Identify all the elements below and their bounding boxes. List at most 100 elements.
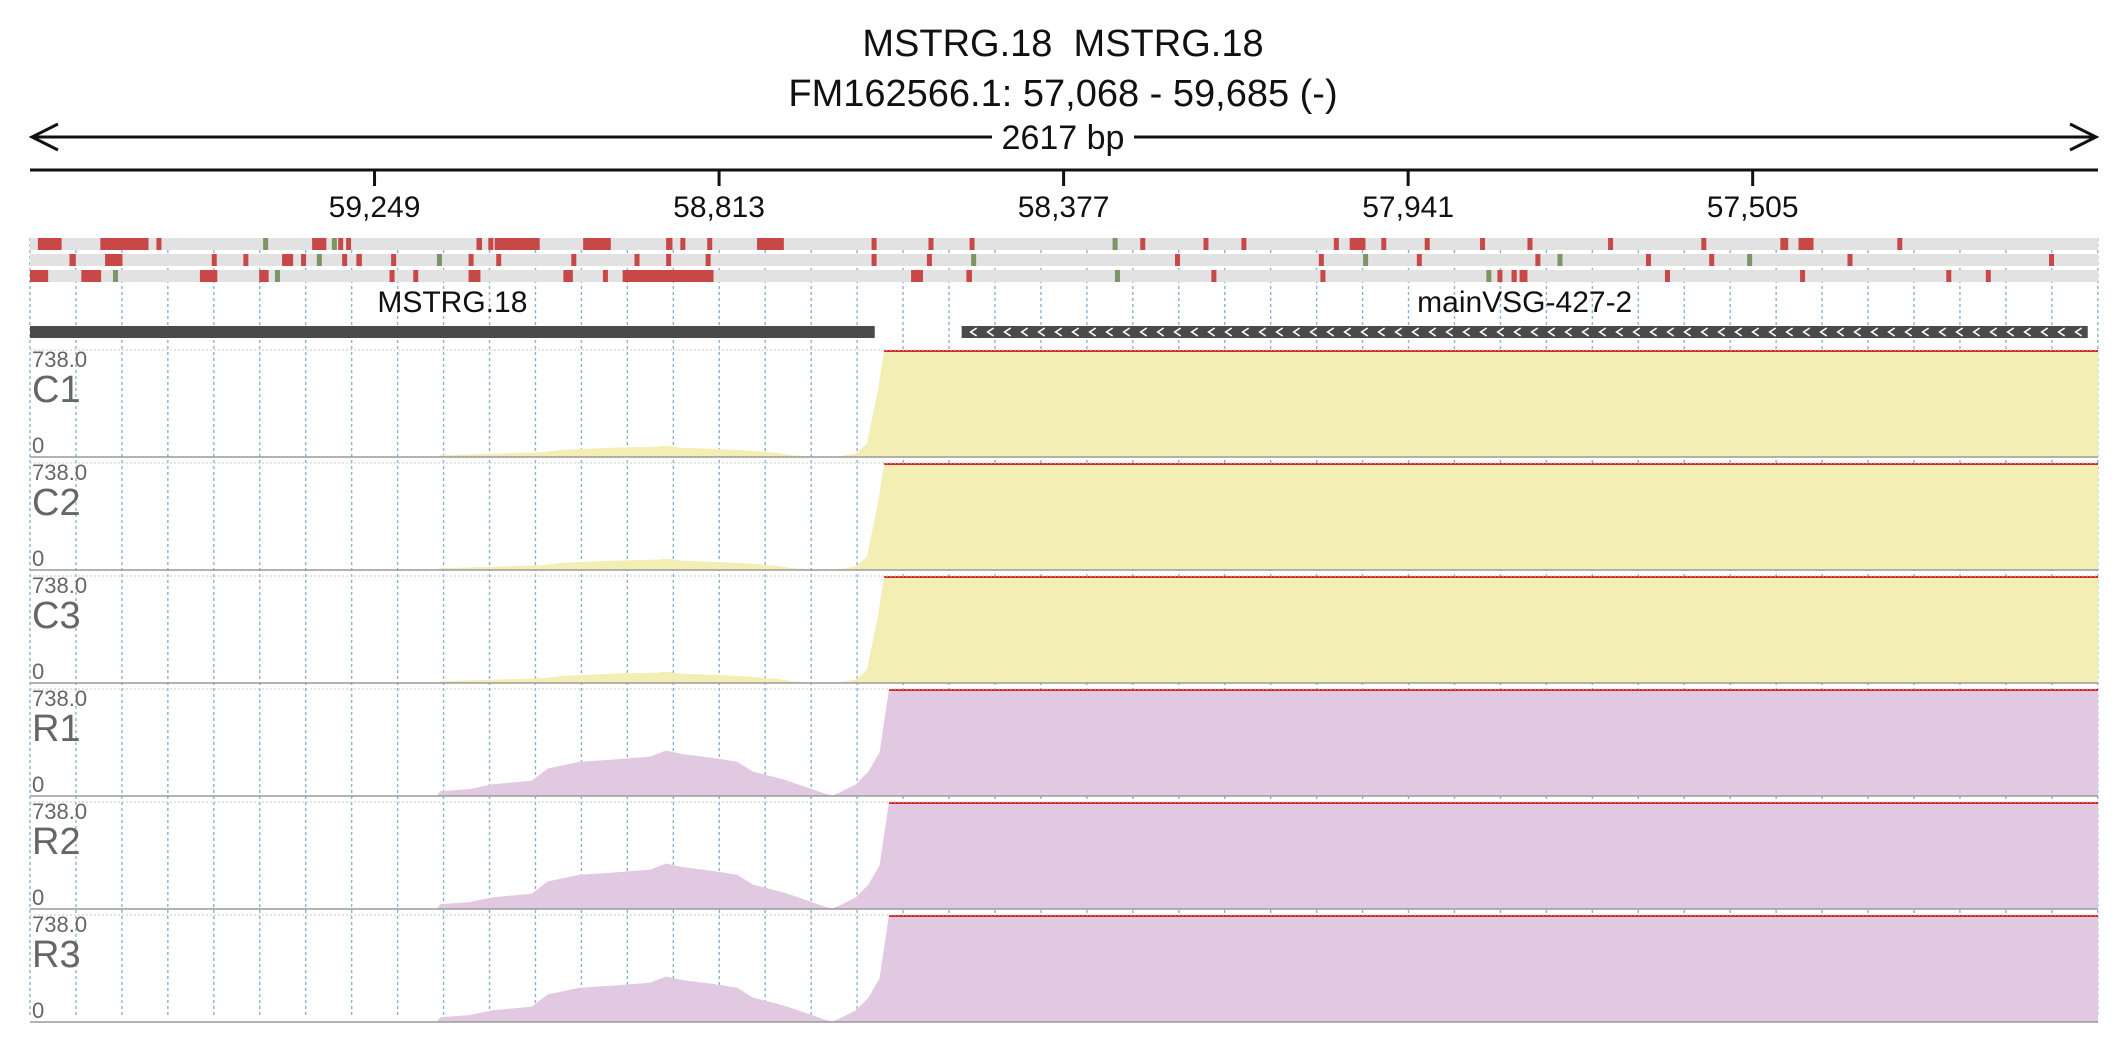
strand-arrow-icon: [1054, 327, 1063, 337]
variant-mark: [680, 238, 686, 250]
strand-arrow-icon: [1853, 327, 1862, 337]
variant-mark: [871, 238, 877, 250]
strand-arrow-icon: [1581, 327, 1590, 337]
variant-mark: [1416, 254, 1422, 266]
track-name: C3: [32, 595, 81, 637]
strand-arrow-icon: [1139, 327, 1148, 337]
variant-mark: [199, 270, 218, 282]
strand-arrow-icon: [1020, 327, 1029, 337]
variant-row-bg: [30, 238, 2098, 250]
strand-arrow-icon: [2023, 327, 2032, 337]
variant-mark: [436, 254, 442, 266]
strand-arrow-icon: [1649, 327, 1658, 337]
span-arrow-left-icon: [28, 122, 59, 152]
track-min-label: 0: [32, 998, 44, 1023]
variant-mark: [338, 238, 344, 250]
variant-mark: [1211, 270, 1217, 282]
variant-mark: [583, 238, 611, 250]
locus-title: FM162566.1: 57,068 - 59,685 (-): [788, 73, 1337, 115]
strand-arrow-icon: [1904, 327, 1913, 337]
strand-arrow-icon: [1224, 327, 1233, 337]
strand-arrow-icon: [1258, 327, 1267, 337]
coverage-area: [30, 350, 2098, 457]
variant-mark: [389, 270, 395, 282]
variant-mark: [1486, 270, 1492, 282]
axis-tick-label: 57,505: [1707, 191, 1799, 224]
strand-arrow-icon: [1394, 327, 1403, 337]
strand-arrow-icon: [1275, 327, 1284, 337]
variant-mark: [2049, 254, 2055, 266]
strand-arrow-icon: [986, 327, 995, 337]
coverage-track-r2: 738.0R2 0: [30, 799, 2098, 910]
variant-mark: [468, 270, 481, 282]
strand-arrow-icon: [1122, 327, 1131, 337]
annotation-label: mainVSG-427-2: [1417, 286, 1632, 319]
axis-tick-label: 59,249: [329, 191, 421, 224]
strand-arrow-icon: [1870, 327, 1879, 337]
strand-arrow-icon: [1700, 327, 1709, 337]
variant-mark: [1701, 238, 1707, 250]
variant-mark: [705, 254, 711, 266]
variant-mark: [1381, 238, 1387, 250]
variant-mark: [1424, 238, 1430, 250]
variant-mark: [1175, 254, 1181, 266]
strand-arrow-icon: [1734, 327, 1743, 337]
strand-arrow-icon: [1105, 327, 1114, 337]
strand-arrow-icon: [1037, 327, 1046, 337]
track-max-label: 738.0: [32, 686, 87, 711]
variant-mark: [1497, 270, 1503, 282]
variant-mark: [356, 254, 362, 266]
axis-tick-label: 57,941: [1362, 191, 1454, 224]
coverage-track-r1: 738.0R1 0: [30, 686, 2098, 797]
variant-mark: [1664, 270, 1670, 282]
variant-mark: [622, 270, 714, 282]
strand-arrow-icon: [1190, 327, 1199, 337]
strand-arrow-icon: [1411, 327, 1420, 337]
variant-mark: [666, 238, 673, 250]
strand-arrow-icon: [1785, 327, 1794, 337]
variant-mark: [316, 254, 322, 266]
variant-mark: [112, 270, 118, 282]
strand-arrow-icon: [1292, 327, 1301, 337]
strand-arrow-icon: [1496, 327, 1505, 337]
variant-mark: [1535, 254, 1541, 266]
variant-mark: [263, 238, 269, 250]
variant-mark: [274, 270, 280, 282]
variant-mark: [30, 270, 49, 282]
track-max-label: 738.0: [32, 460, 87, 485]
variant-row-bg: [30, 270, 2098, 282]
variant-mark: [1897, 238, 1903, 250]
variant-mark: [602, 270, 608, 282]
variant-mark: [156, 238, 162, 250]
variant-mark: [1333, 238, 1339, 250]
strand-arrow-icon: [1887, 327, 1896, 337]
variant-mark: [871, 254, 877, 266]
variant-mark: [757, 238, 784, 250]
coverage-area: [30, 915, 2098, 1022]
track-name: C2: [32, 482, 81, 524]
track-min-label: 0: [32, 546, 44, 571]
variant-mark: [468, 254, 474, 266]
strand-arrow-icon: [1479, 327, 1488, 337]
variant-mark: [105, 254, 123, 266]
coverage-track-c1: 738.0C1 0: [30, 347, 2098, 458]
variant-mark: [1203, 238, 1209, 250]
coverage-area: [30, 689, 2098, 796]
strand-arrow-icon: [1309, 327, 1318, 337]
track-max-label: 738.0: [32, 573, 87, 598]
coverage-area: [30, 802, 2098, 909]
strand-arrow-icon: [1428, 327, 1437, 337]
span-arrow-right-icon: [2069, 122, 2100, 152]
strand-arrow-icon: [1003, 327, 1012, 337]
strand-arrow-icon: [1564, 327, 1573, 337]
variant-mark: [259, 270, 269, 282]
track-max-label: 738.0: [32, 799, 87, 824]
variant-mark: [1511, 270, 1517, 282]
variant-mark: [342, 254, 348, 266]
variant-mark: [81, 270, 102, 282]
strand-arrow-icon: [1241, 327, 1250, 337]
variant-mark: [211, 254, 217, 266]
strand-arrow-icon: [1989, 327, 1998, 337]
annotation-track: MSTRG.18 mainVSG-427-2: [30, 286, 2088, 338]
variant-mark: [1608, 238, 1614, 250]
